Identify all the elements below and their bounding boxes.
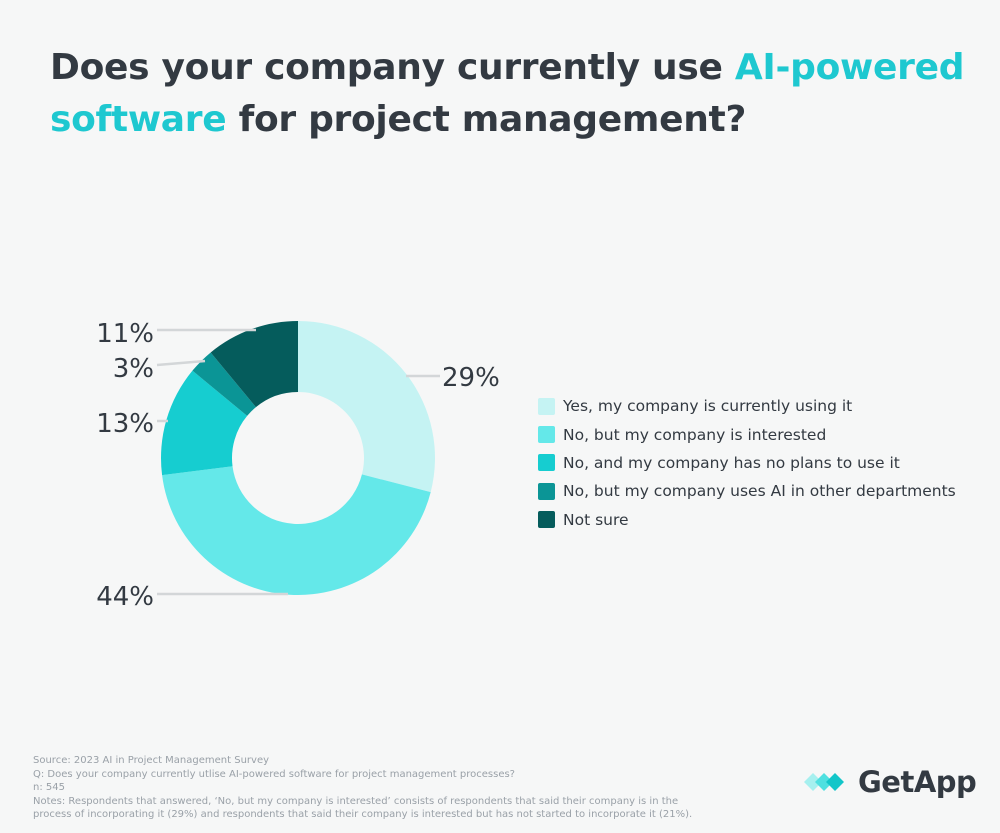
footer-source: Source: 2023 AI in Project Management Su… bbox=[33, 755, 270, 766]
data-label: 11% bbox=[96, 319, 154, 349]
data-label: 13% bbox=[96, 409, 154, 439]
legend-item: No, and my company has no plans to use i… bbox=[538, 449, 956, 477]
title-accent: AI-powered software bbox=[50, 47, 965, 140]
chart-footer: Source: 2023 AI in Project Management Su… bbox=[33, 754, 793, 822]
data-label: 3% bbox=[113, 354, 154, 384]
leader-line bbox=[156, 359, 206, 367]
legend-label: Yes, my company is currently using it bbox=[563, 397, 853, 416]
getapp-logo: GetApp bbox=[804, 765, 977, 799]
title-part2: for project management? bbox=[226, 99, 747, 140]
legend-label: No, but my company uses AI in other depa… bbox=[563, 482, 956, 501]
data-label: 29% bbox=[442, 363, 500, 393]
getapp-logo-text: GetApp bbox=[858, 765, 977, 799]
donut-slice bbox=[192, 352, 256, 416]
footer-sample-size: n: 545 bbox=[33, 782, 65, 794]
donut-slice bbox=[298, 321, 436, 493]
legend-item: Yes, my company is currently using it bbox=[538, 392, 956, 420]
chart-title: Does your company currently use AI-power… bbox=[50, 42, 970, 146]
legend-item: Not sure bbox=[538, 506, 956, 534]
data-label: 44% bbox=[96, 582, 154, 612]
legend-swatch bbox=[538, 454, 555, 472]
chart-legend: Yes, my company is currently using it No,… bbox=[538, 392, 956, 534]
donut-slice bbox=[210, 321, 298, 408]
legend-label: No, but my company is interested bbox=[563, 425, 827, 444]
legend-swatch bbox=[538, 397, 555, 415]
footer-notes-line2: process of incorporating it (29%) and re… bbox=[33, 809, 693, 821]
footer-question: Q: Does your company currently utlise AI… bbox=[33, 768, 515, 780]
donut-slice bbox=[162, 466, 431, 595]
getapp-chevrons-icon bbox=[804, 773, 844, 791]
legend-item: No, but my company uses AI in other depa… bbox=[538, 477, 956, 505]
legend-swatch bbox=[538, 426, 555, 444]
legend-swatch bbox=[538, 482, 555, 500]
legend-label: Not sure bbox=[563, 510, 629, 529]
legend-label: No, and my company has no plans to use i… bbox=[563, 453, 900, 472]
footer-notes-line1: Notes: Respondents that answered, ‘No, b… bbox=[33, 795, 679, 807]
title-part1: Does your company currently use bbox=[50, 47, 735, 88]
donut-slice bbox=[161, 370, 248, 476]
legend-swatch bbox=[538, 511, 555, 529]
legend-item: No, but my company is interested bbox=[538, 420, 956, 448]
